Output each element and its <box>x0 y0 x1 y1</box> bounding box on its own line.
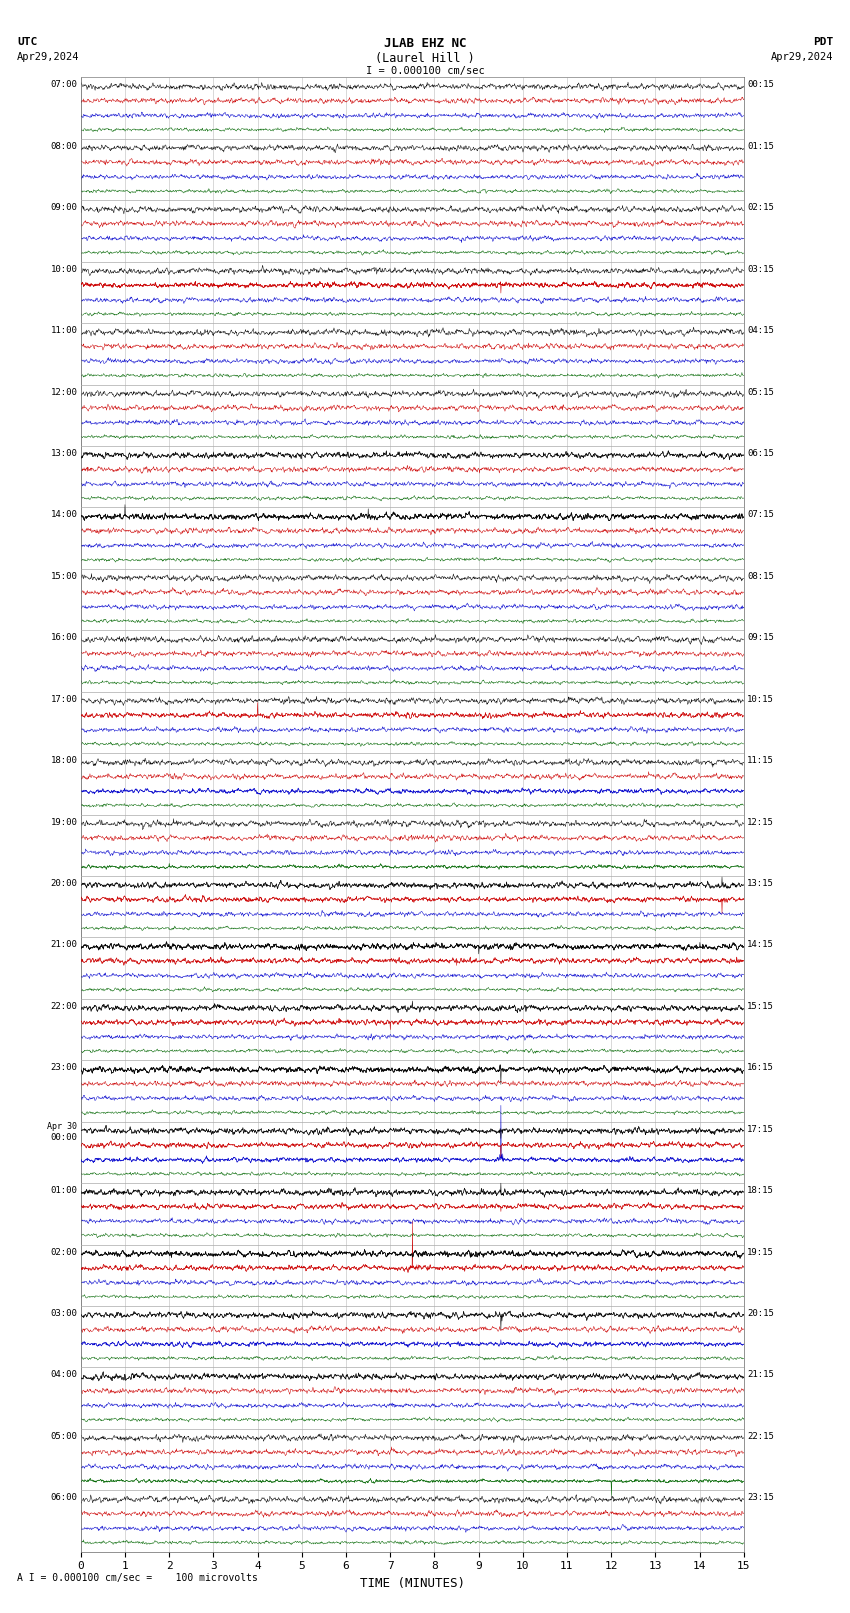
Text: 23:15: 23:15 <box>747 1494 774 1502</box>
Text: 11:00: 11:00 <box>50 326 77 336</box>
Text: 18:15: 18:15 <box>747 1186 774 1195</box>
Text: 00:00: 00:00 <box>50 1132 77 1142</box>
Text: A I = 0.000100 cm/sec =    100 microvolts: A I = 0.000100 cm/sec = 100 microvolts <box>17 1573 258 1582</box>
Text: 16:00: 16:00 <box>50 634 77 642</box>
Text: I = 0.000100 cm/sec: I = 0.000100 cm/sec <box>366 66 484 76</box>
Text: 09:15: 09:15 <box>747 634 774 642</box>
Text: 04:15: 04:15 <box>747 326 774 336</box>
Text: 12:15: 12:15 <box>747 818 774 826</box>
Text: 08:00: 08:00 <box>50 142 77 152</box>
Text: 22:00: 22:00 <box>50 1002 77 1011</box>
Text: 21:15: 21:15 <box>747 1371 774 1379</box>
Text: JLAB EHZ NC: JLAB EHZ NC <box>383 37 467 50</box>
Text: 15:00: 15:00 <box>50 573 77 581</box>
Text: 10:15: 10:15 <box>747 695 774 703</box>
Text: 14:15: 14:15 <box>747 940 774 950</box>
Text: 19:15: 19:15 <box>747 1247 774 1257</box>
Text: PDT: PDT <box>813 37 833 47</box>
Text: (Laurel Hill ): (Laurel Hill ) <box>375 52 475 65</box>
Text: 09:00: 09:00 <box>50 203 77 213</box>
Text: 15:15: 15:15 <box>747 1002 774 1011</box>
Text: 08:15: 08:15 <box>747 573 774 581</box>
Text: 07:00: 07:00 <box>50 81 77 89</box>
Text: 20:15: 20:15 <box>747 1310 774 1318</box>
Text: 10:00: 10:00 <box>50 265 77 274</box>
Text: 20:00: 20:00 <box>50 879 77 889</box>
Text: UTC: UTC <box>17 37 37 47</box>
Text: Apr29,2024: Apr29,2024 <box>770 52 833 61</box>
Text: 07:15: 07:15 <box>747 510 774 519</box>
Text: 18:00: 18:00 <box>50 756 77 765</box>
Text: 17:00: 17:00 <box>50 695 77 703</box>
Text: 01:00: 01:00 <box>50 1186 77 1195</box>
Text: 03:15: 03:15 <box>747 265 774 274</box>
Text: 21:00: 21:00 <box>50 940 77 950</box>
Text: 16:15: 16:15 <box>747 1063 774 1073</box>
Text: 05:00: 05:00 <box>50 1432 77 1440</box>
Text: 01:15: 01:15 <box>747 142 774 152</box>
Text: 12:00: 12:00 <box>50 387 77 397</box>
Text: 02:15: 02:15 <box>747 203 774 213</box>
Text: 06:00: 06:00 <box>50 1494 77 1502</box>
Text: 22:15: 22:15 <box>747 1432 774 1440</box>
Text: Apr 30: Apr 30 <box>48 1121 77 1131</box>
Text: 05:15: 05:15 <box>747 387 774 397</box>
Text: 06:15: 06:15 <box>747 448 774 458</box>
Text: Apr29,2024: Apr29,2024 <box>17 52 80 61</box>
Text: 13:00: 13:00 <box>50 448 77 458</box>
Text: 11:15: 11:15 <box>747 756 774 765</box>
Text: 17:15: 17:15 <box>747 1124 774 1134</box>
X-axis label: TIME (MINUTES): TIME (MINUTES) <box>360 1578 465 1590</box>
Text: 03:00: 03:00 <box>50 1310 77 1318</box>
Text: 02:00: 02:00 <box>50 1247 77 1257</box>
Text: 19:00: 19:00 <box>50 818 77 826</box>
Text: 04:00: 04:00 <box>50 1371 77 1379</box>
Text: 23:00: 23:00 <box>50 1063 77 1073</box>
Text: 14:00: 14:00 <box>50 510 77 519</box>
Text: 00:15: 00:15 <box>747 81 774 89</box>
Text: 13:15: 13:15 <box>747 879 774 889</box>
